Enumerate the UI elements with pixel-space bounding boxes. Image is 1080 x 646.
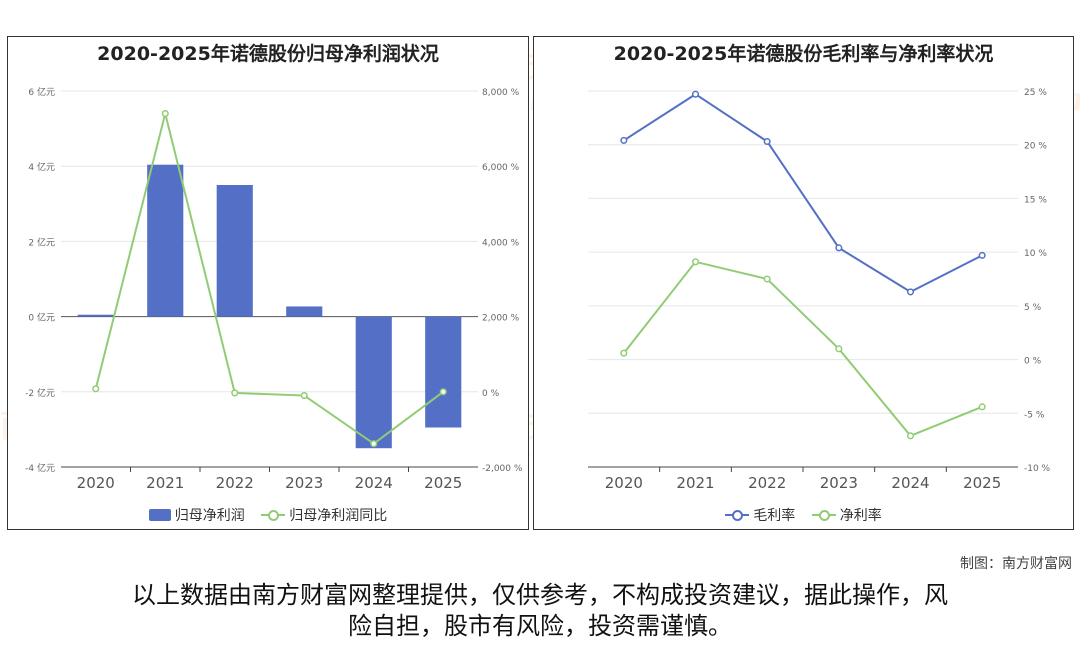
line-gross-margin (623, 93, 983, 294)
line-swatch-icon (261, 509, 286, 521)
point-net-margin (620, 349, 628, 357)
y-left-tick-label: -4 亿元 (25, 462, 55, 474)
y-right-tick-label: 0 % (482, 389, 500, 399)
point-gross-margin (835, 244, 843, 252)
net-profit-chart: 6 亿元 4 亿元 2 亿元 0 亿元 -2 亿元 -4 亿元 8,000 % 6,000 %… (25, 86, 523, 492)
x-tick-label: 2024 (355, 474, 393, 492)
bar-swatch-icon (148, 509, 171, 521)
point-net-margin (906, 432, 915, 440)
x-tick-label: 2022 (748, 474, 786, 492)
y-right-tick-label: 4,000 % (482, 238, 520, 248)
bar-net-profit (286, 306, 323, 317)
point-net-profit-yoy (161, 110, 169, 118)
point-net-margin (835, 345, 843, 353)
y-left-tick-label: 4 亿元 (28, 161, 55, 173)
bar-net-profit (425, 316, 462, 428)
point-net-profit-yoy (439, 388, 447, 396)
disclaimer: 以上数据由南方财富网整理提供，仅供参考，不构成投资建议，据此操作，风 险自担，股… (70, 580, 1010, 642)
point-gross-margin (763, 137, 771, 146)
y-left-tick-label: 6 亿元 (28, 86, 55, 98)
line-swatch-icon (725, 509, 750, 521)
x-tick-label: 2022 (216, 474, 254, 492)
chart-legend: 归母净利润 归母净利润同比 (8, 505, 528, 525)
legend-item-net-profit[interactable]: 归母净利润 (148, 505, 245, 525)
x-tick-label: 2021 (676, 474, 714, 492)
point-gross-margin (906, 288, 915, 296)
y-right-tick-label: 8,000 % (482, 88, 520, 98)
y-right-tick-label: 15 % (1024, 195, 1047, 205)
x-tick-label: 2021 (146, 474, 184, 492)
y-right-tick-label: -10 % (1024, 464, 1051, 474)
y-left-tick-label: 0 亿元 (28, 312, 55, 324)
bar-net-profit (77, 314, 114, 317)
y-right-tick-label: 25 % (1024, 88, 1047, 98)
y-right-tick-label: -5 % (1024, 410, 1045, 420)
y-right-tick-label: 20 % (1024, 142, 1047, 152)
chart-credit: 制图：南方财富网 (960, 556, 1072, 572)
y-right-tick-label: -2,000 % (482, 464, 523, 474)
legend-item-net-margin[interactable]: 净利率 (811, 505, 882, 525)
x-tick-label: 2023 (285, 474, 323, 492)
chart-title: 2020-2025年诺德股份归母净利润状况 (97, 43, 439, 65)
point-net-margin (763, 275, 771, 283)
point-net-profit-yoy (370, 440, 378, 448)
legend-item-gross-margin[interactable]: 毛利率 (725, 505, 795, 525)
x-tick-label: 2020 (77, 474, 115, 492)
x-tick-label: 2025 (963, 474, 1001, 492)
point-gross-margin (691, 90, 700, 98)
point-gross-margin (620, 136, 628, 144)
x-tick-label: 2024 (891, 474, 929, 492)
y-left-tick-label: -2 亿元 (25, 387, 55, 399)
point-net-profit-yoy (300, 392, 308, 400)
net-profit-chart-panel: 2020-2025年诺德股份归母净利润状况 6 亿元 4 亿元 2 亿元 0 亿元 -2… (7, 36, 529, 530)
y-right-tick-label: 10 % (1024, 249, 1047, 259)
bar-net-profit (216, 185, 253, 317)
y-right-tick-label: 6,000 % (482, 163, 520, 173)
point-net-profit-yoy (92, 385, 100, 393)
disclaimer-line: 以上数据由南方财富网整理提供，仅供参考，不构成投资建议，据此操作，风 (132, 581, 948, 609)
point-gross-margin (978, 251, 986, 259)
margin-chart: 25 % 20 % 15 % 10 % 5 % 0 % -5 % -10 % 2020 2021 2… (588, 88, 1051, 492)
line-net-margin (623, 260, 983, 438)
disclaimer-line: 险自担，股市有风险，投资需谨慎。 (348, 612, 732, 640)
x-tick-label: 2023 (820, 474, 858, 492)
y-right-tick-label: 2,000 % (482, 314, 520, 324)
point-net-margin (978, 403, 986, 411)
chart-legend: 毛利率 净利率 (534, 505, 1073, 525)
margin-chart-panel: 2020-2025年诺德股份毛利率与净利率状况 25 % 20 % 15 % 10 %… (533, 36, 1074, 530)
x-tick-label: 2020 (605, 474, 643, 492)
point-net-margin (691, 258, 700, 266)
y-right-tick-label: 0 % (1024, 357, 1042, 367)
chart-title: 2020-2025年诺德股份毛利率与净利率状况 (613, 43, 994, 65)
bar-net-profit (355, 316, 392, 449)
x-tick-label: 2025 (424, 474, 462, 492)
y-right-tick-label: 5 % (1024, 303, 1042, 313)
y-left-tick-label: 2 亿元 (28, 236, 55, 248)
legend-item-net-profit-yoy[interactable]: 归母净利润同比 (261, 505, 387, 525)
bar-net-profit (147, 164, 184, 317)
line-swatch-icon (811, 509, 836, 521)
point-net-profit-yoy (231, 389, 239, 397)
line-net-profit-yoy (94, 113, 444, 445)
